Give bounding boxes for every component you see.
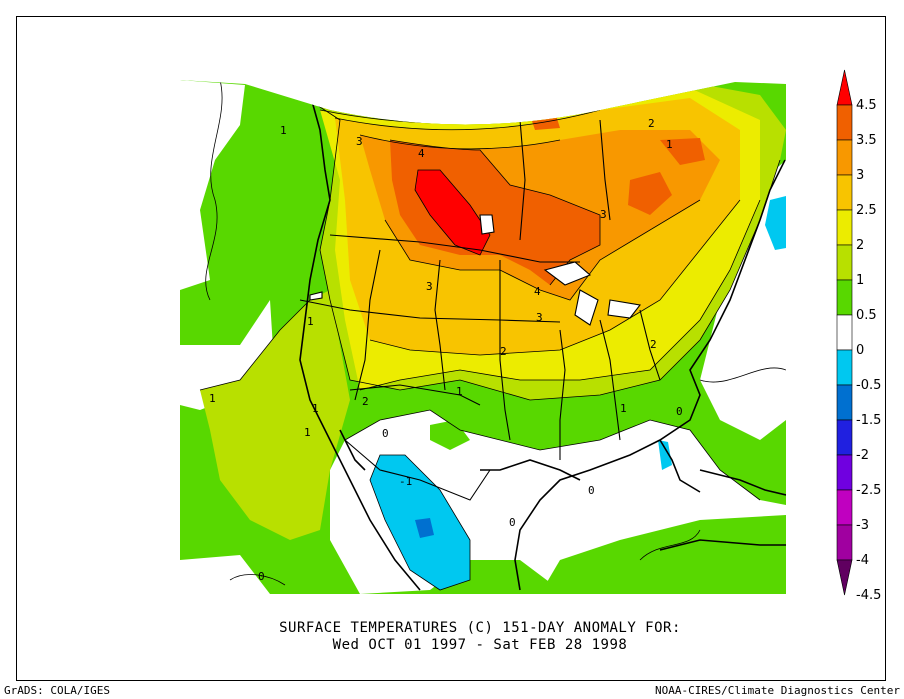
colorbar-label: -3 <box>856 518 869 533</box>
colorbar-label: -4 <box>856 553 869 568</box>
contour-label: 2 <box>362 395 369 408</box>
anomaly-band-0 <box>180 80 245 290</box>
colorbar-label: -0.5 <box>856 378 881 393</box>
colorbar-label: -1.5 <box>856 413 881 428</box>
anomaly-band-3.5 <box>530 112 560 130</box>
colorbar-bin <box>836 104 853 141</box>
colorbar-label: 2 <box>856 238 864 253</box>
contour-label: 4 <box>534 285 541 298</box>
colorbar-label: -2 <box>856 448 869 463</box>
contour-label: 0 <box>676 405 683 418</box>
contour-label: 1 <box>307 315 314 328</box>
colorbar-bin <box>836 349 853 386</box>
colorbar-bin <box>836 279 853 316</box>
contour-label: 3 <box>356 135 363 148</box>
colorbar-bin <box>836 384 853 421</box>
contour-label: 1 <box>304 426 311 439</box>
contour-label: 0 <box>509 516 516 529</box>
anomaly-band-0 <box>700 160 786 440</box>
colorbar-label: -2.5 <box>856 483 881 498</box>
contour-label: 1 <box>312 402 319 415</box>
colorbar-bin <box>836 69 853 106</box>
contour-label: 4 <box>418 147 425 160</box>
anomaly-band-neg0.5 <box>765 196 786 250</box>
anomaly-band-3.5 <box>628 172 672 215</box>
title-line-2: Wed OCT 01 1997 - Sat FEB 28 1998 <box>332 637 628 653</box>
colorbar-label: 0 <box>856 343 864 358</box>
map-title: SURFACE TEMPERATURES (C) 151-DAY ANOMALY… <box>200 620 760 654</box>
colorbar: 4.5 3.5 3 2.5 2 1 0.5 0 -0.5 -1.5 -2 -2.5 -3 -4 -4.5 <box>836 69 881 603</box>
credit-cdc: NOAA-CIRES/Climate Diagnostics Center <box>654 684 900 697</box>
contour-label: 1 <box>666 138 673 151</box>
anomaly-band-0.5 <box>430 420 470 450</box>
anomaly-band-3.5 <box>660 138 705 165</box>
colorbar-bin <box>836 524 853 561</box>
colorbar-bin <box>836 489 853 526</box>
colorbar-bin <box>836 559 853 596</box>
anomaly-band-neg1.5 <box>415 518 434 538</box>
colorbar-label: 3.5 <box>856 133 877 148</box>
contour-label: 2 <box>500 345 507 358</box>
contour-label: 3 <box>536 311 543 324</box>
contour-label: 0 <box>382 427 389 440</box>
anomaly-band-neg0.5 <box>658 440 672 470</box>
colorbar-label: 2.5 <box>856 203 877 218</box>
contour-label: -1 <box>399 475 412 488</box>
colorbar-bin <box>836 314 853 351</box>
anomaly-band-0 <box>480 450 560 490</box>
colorbar-label: 0.5 <box>856 308 877 323</box>
colorbar-label: -4.5 <box>856 588 881 603</box>
colorbar-label: 3 <box>856 168 864 183</box>
contour-label: 3 <box>426 280 433 293</box>
contour-label: 1 <box>209 392 216 405</box>
anomaly-band-0.5 <box>540 515 786 594</box>
colorbar-bin <box>836 209 853 246</box>
colorbar-label: 4.5 <box>856 98 877 113</box>
colorbar-label: 1 <box>856 273 864 288</box>
anomaly-band-1 <box>200 290 350 540</box>
anomaly-band-0.5 <box>180 555 270 594</box>
colorbar-bin <box>836 419 853 456</box>
contour-label: 2 <box>650 338 657 351</box>
contour-label: 1 <box>280 124 287 137</box>
anomaly-band-4.5 <box>415 170 490 255</box>
contour-label: 2 <box>648 117 655 130</box>
contour-label: 3 <box>600 208 607 221</box>
contour-label: 0 <box>258 570 265 583</box>
colorbar-bin <box>836 174 853 211</box>
colorbar-bin <box>836 454 853 491</box>
colorbar-bin <box>836 139 853 176</box>
contour-label: 1 <box>620 402 627 415</box>
title-line-1: SURFACE TEMPERATURES (C) 151-DAY ANOMALY… <box>279 620 681 636</box>
credit-grads: GrADS: COLA/IGES <box>4 684 110 697</box>
colorbar-bin <box>836 244 853 281</box>
contour-label: 0 <box>588 484 595 497</box>
contour-label: 1 <box>456 385 463 398</box>
